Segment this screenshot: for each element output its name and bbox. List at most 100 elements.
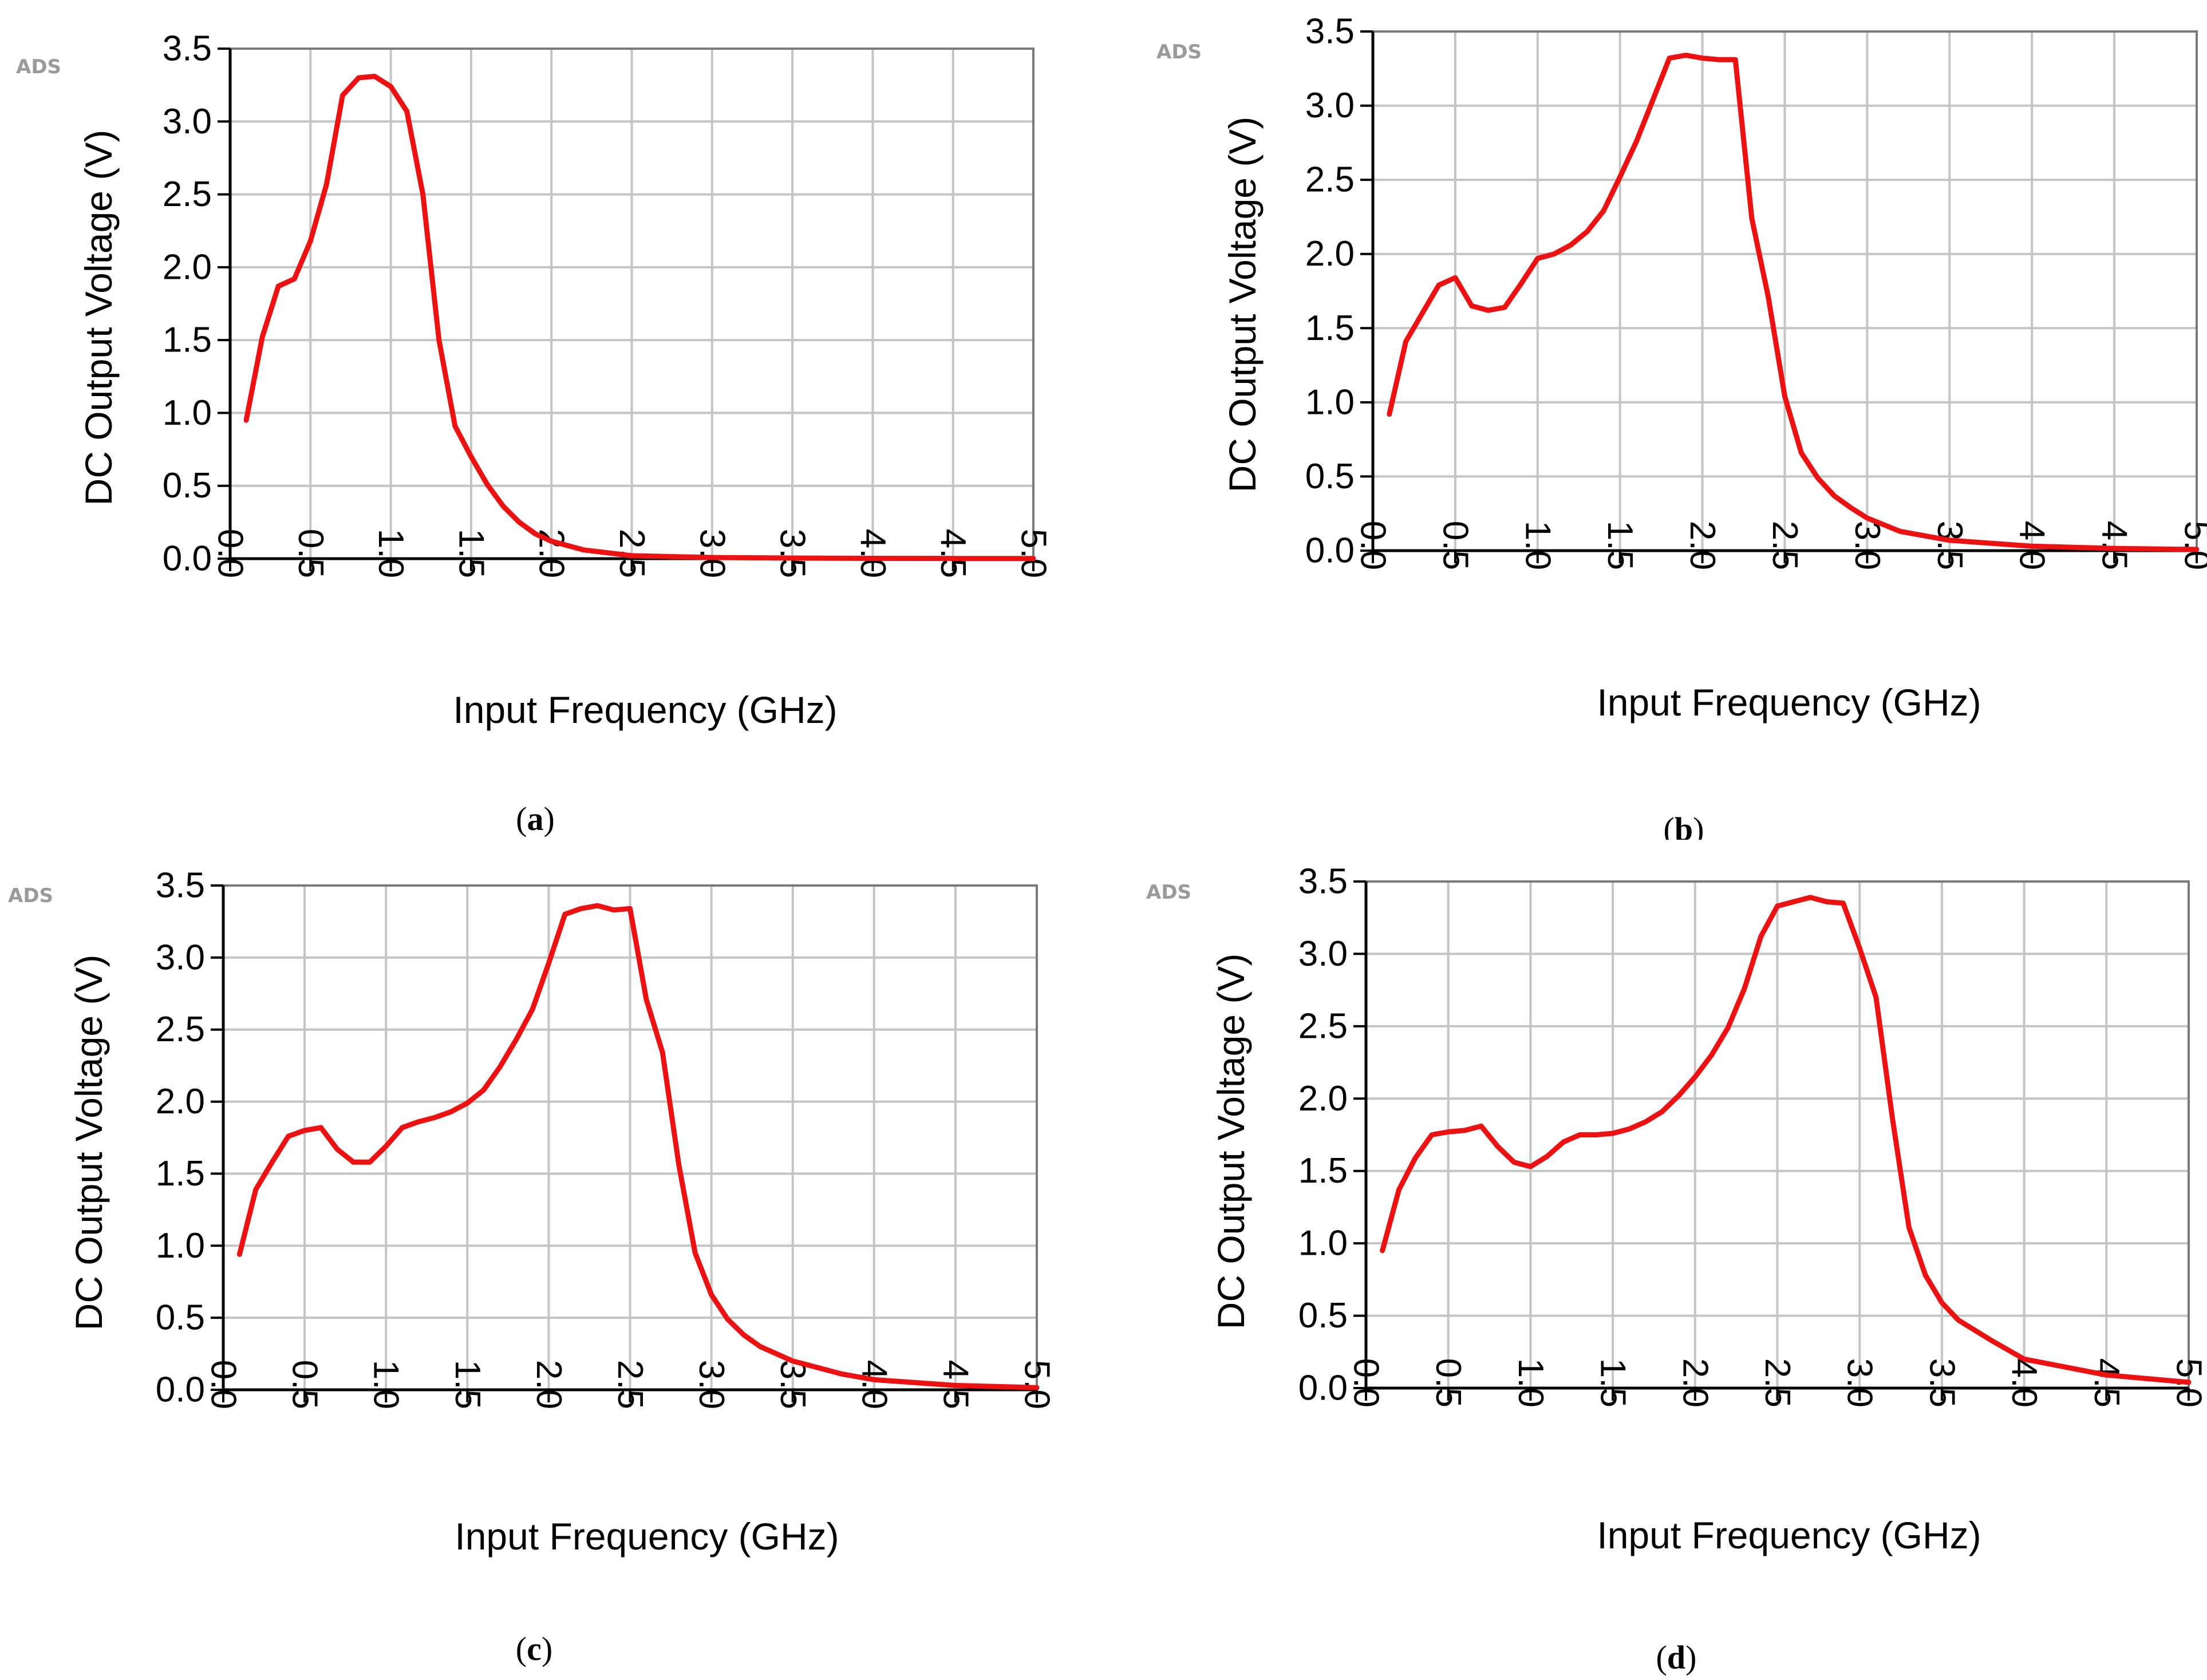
x-tick-label: 4.0	[853, 529, 893, 578]
y-tick-label: 3.5	[1305, 12, 1355, 52]
grid-lines	[230, 49, 1033, 559]
chart-svg-c: ADS 0.0 0.5 1.0 1.5 2.0 2.5 3.0 3.5 0.0 0.5 1.0 1.…	[8, 866, 1057, 1668]
y-axis-title: DC Output Voltage (V)	[68, 955, 110, 1331]
panel-caption: (d)	[1656, 1639, 1697, 1676]
x-tick-label: 3.5	[773, 1360, 812, 1409]
x-axis-title: Input Frequency (GHz)	[1597, 681, 1981, 724]
x-tick-label: 5.0	[1017, 1360, 1057, 1409]
data-series	[1380, 895, 2192, 1385]
x-tick-label: 1.5	[1600, 521, 1640, 570]
grid-lines	[1366, 881, 2189, 1388]
y-tick-label: 2.5	[163, 175, 212, 214]
y-tick-label: 2.0	[156, 1082, 205, 1121]
chart-svg-b: ADS 0.0 0.5 1.0 1.5 2.0 2.5 3.0 3.5 0.0 0.5 1.0 1.…	[1156, 12, 2207, 840]
y-axis-ticks: 0.0 0.5 1.0 1.5 2.0 2.5 3.0 3.5	[163, 29, 230, 579]
y-tick-label: 0.0	[1298, 1369, 1348, 1408]
caption-close: )	[544, 800, 555, 837]
x-tick-label: 5.0	[2177, 521, 2207, 570]
y-tick-label: 2.0	[1298, 1079, 1348, 1118]
series-line	[243, 73, 1036, 562]
x-tick-label: 3.5	[1930, 521, 1969, 570]
x-tick-label: 3.0	[692, 529, 732, 578]
y-tick-label: 0.0	[156, 1370, 205, 1410]
y-tick-label: 2.0	[163, 247, 212, 287]
x-tick-label: 0.0	[211, 529, 250, 578]
x-tick-label: 2.5	[1765, 521, 1805, 570]
y-tick-label: 1.0	[163, 393, 212, 433]
y-tick-label: 2.5	[1298, 1006, 1348, 1046]
y-tick-label: 0.5	[163, 466, 212, 505]
x-tick-label: 1.5	[1593, 1358, 1633, 1408]
panel-caption: (a)	[516, 800, 555, 837]
y-tick-label: 3.5	[163, 29, 212, 69]
y-tick-label: 1.5	[156, 1154, 205, 1193]
x-tick-label: 0.5	[291, 529, 330, 578]
x-tick-label: 3.5	[1922, 1358, 1961, 1408]
x-axis-ticks: 0.0 0.5 1.0 1.5 2.0 2.5 3.0 3.5 4.0 4.5 5.0	[1353, 521, 2207, 570]
x-tick-label: 0.0	[1353, 521, 1393, 570]
y-axis-ticks: 0.0 0.5 1.0 1.5 2.0 2.5 3.0 3.5	[156, 866, 223, 1410]
x-tick-label: 2.5	[610, 1360, 650, 1409]
y-tick-label: 0.5	[1298, 1296, 1348, 1335]
caption-open: (	[516, 800, 527, 837]
y-tick-label: 0.0	[1305, 531, 1355, 571]
y-tick-label: 1.5	[1298, 1151, 1348, 1191]
caption-letter: a	[527, 800, 544, 837]
panel-caption: (b)	[1664, 811, 1704, 840]
caption-close: )	[1685, 1639, 1696, 1676]
caption-open: (	[516, 1630, 527, 1667]
series-line	[236, 903, 1040, 1390]
y-axis-title: DC Output Voltage (V)	[1210, 954, 1252, 1330]
x-tick-label: 4.5	[2087, 1358, 2126, 1408]
x-axis-title: Input Frequency (GHz)	[453, 689, 837, 731]
x-tick-label: 0.0	[1347, 1358, 1386, 1408]
caption-open: (	[1656, 1639, 1667, 1676]
caption-close: )	[1693, 811, 1704, 840]
y-axis-title: DC Output Voltage (V)	[77, 130, 120, 506]
x-tick-label: 4.5	[933, 529, 973, 578]
chart-svg-d: ADS 0.0 0.5 1.0 1.5 2.0 2.5 3.0 3.5 0.0 0.5 1.0 1.…	[1146, 862, 2207, 1677]
y-axis-ticks: 0.0 0.5 1.0 1.5 2.0 2.5 3.0 3.5	[1298, 862, 1366, 1408]
ads-watermark: ADS	[1146, 881, 1191, 904]
y-axis-ticks: 0.0 0.5 1.0 1.5 2.0 2.5 3.0 3.5	[1305, 12, 1373, 571]
data-series	[236, 903, 1040, 1390]
x-tick-label: 0.5	[1435, 521, 1475, 570]
x-tick-label: 1.5	[448, 1360, 487, 1409]
series-line	[1387, 53, 2200, 552]
chart-svg-a: ADS 0.0 0.5 1.0 1.5 2.0 2.5 3.0 3.5 0.0 0.5 1.0 1.…	[16, 29, 1053, 838]
ads-watermark: ADS	[8, 884, 53, 907]
caption-letter: b	[1675, 811, 1693, 840]
x-tick-label: 1.5	[451, 529, 491, 578]
panel-caption: (c)	[516, 1630, 552, 1667]
data-series	[243, 73, 1036, 562]
x-axis-ticks: 0.0 0.5 1.0 1.5 2.0 2.5 3.0 3.5 4.0 4.5 5.0	[204, 1360, 1057, 1409]
y-tick-label: 3.0	[1305, 86, 1355, 125]
x-tick-label: 4.5	[2095, 521, 2134, 570]
x-tick-label: 1.0	[1511, 1358, 1550, 1408]
ads-watermark: ADS	[16, 56, 61, 78]
y-tick-label: 0.0	[163, 539, 212, 579]
data-series	[1387, 53, 2200, 552]
x-tick-label: 0.0	[204, 1360, 243, 1409]
y-tick-label: 1.5	[1305, 309, 1355, 348]
x-tick-label: 2.0	[1675, 1358, 1715, 1408]
y-tick-label: 2.5	[1305, 160, 1355, 200]
x-tick-label: 2.0	[1683, 521, 1722, 570]
x-tick-label: 1.0	[366, 1360, 406, 1409]
x-tick-label: 4.0	[854, 1360, 894, 1409]
y-tick-label: 3.0	[163, 102, 212, 141]
caption-open: (	[1664, 811, 1675, 840]
x-tick-label: 3.5	[773, 529, 812, 578]
chart-panel-c: ADS 0.0 0.5 1.0 1.5 2.0 2.5 3.0 3.5 0.0 0.5 1.0 1.…	[0, 840, 1103, 1680]
x-tick-label: 5.0	[1014, 529, 1053, 578]
x-tick-label: 3.0	[1847, 521, 1887, 570]
x-tick-label: 2.5	[1758, 1358, 1797, 1408]
x-axis-title: Input Frequency (GHz)	[1597, 1514, 1981, 1556]
y-tick-label: 3.5	[1298, 862, 1348, 902]
x-axis-ticks: 0.0 0.5 1.0 1.5 2.0 2.5 3.0 3.5 4.0 4.5 5.0	[211, 529, 1053, 578]
x-tick-label: 3.0	[1840, 1358, 1880, 1408]
y-tick-label: 3.0	[156, 938, 205, 977]
y-tick-label: 0.5	[1305, 457, 1355, 496]
x-axis-ticks: 0.0 0.5 1.0 1.5 2.0 2.5 3.0 3.5 4.0 4.5 5.0	[1347, 1358, 2207, 1408]
y-tick-label: 1.0	[1305, 382, 1355, 422]
